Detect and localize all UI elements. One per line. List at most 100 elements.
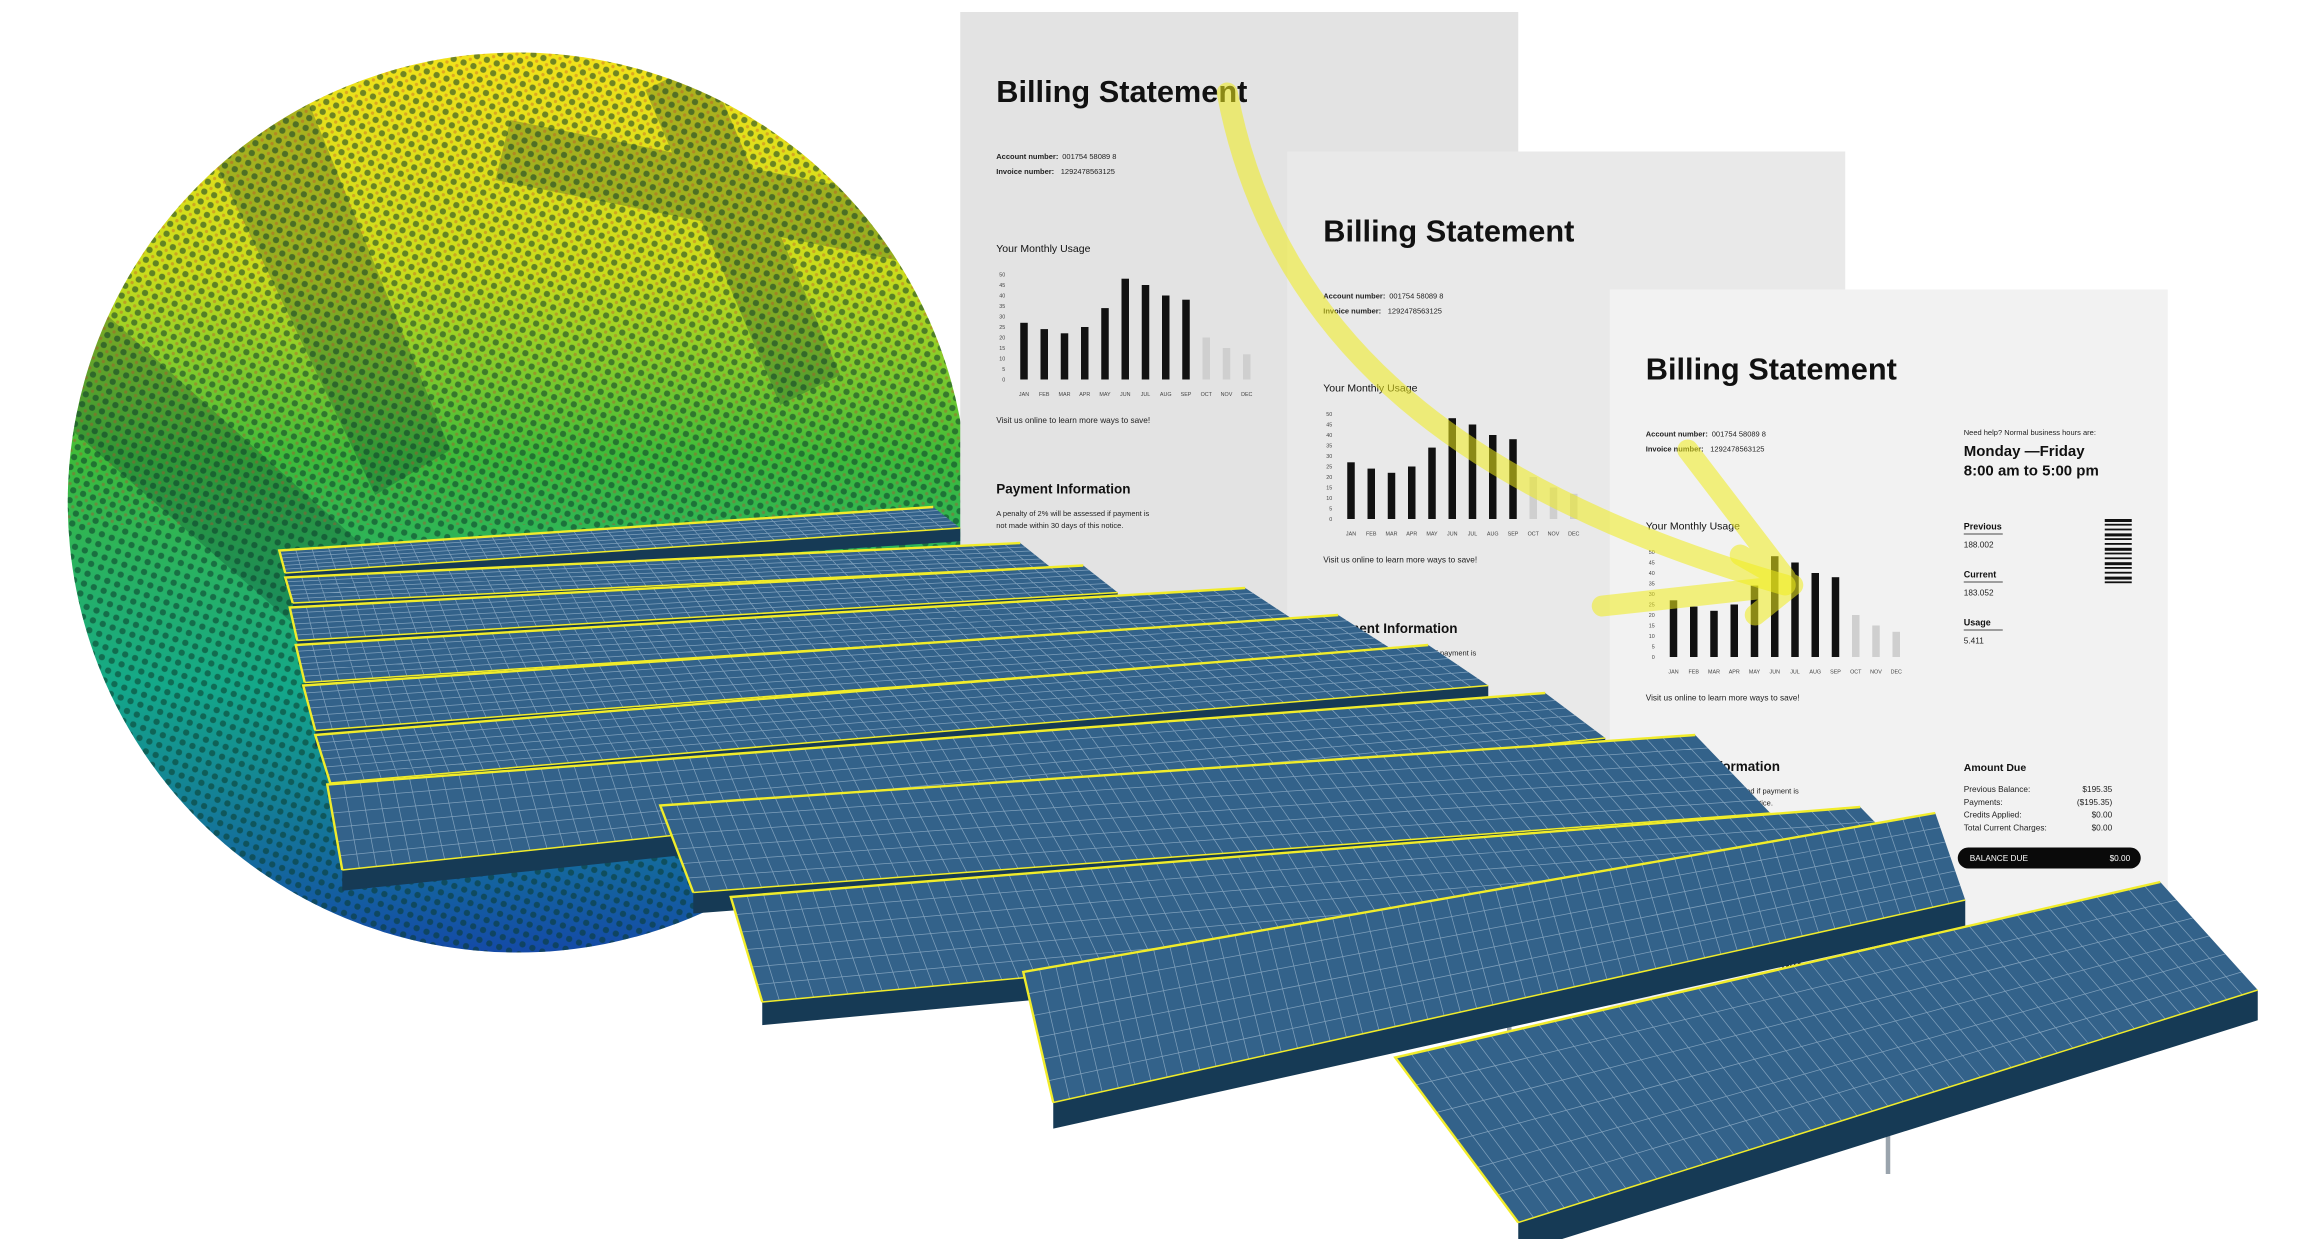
- panel-cells: [286, 543, 1046, 603]
- balance-pill: [1957, 847, 2141, 869]
- month-label: OCT: [1850, 670, 1862, 676]
- barcode: [2104, 543, 2132, 545]
- panel-cells: [280, 507, 956, 572]
- month-label: FEB: [1689, 670, 1700, 676]
- y-tick-label: 10: [1649, 634, 1655, 640]
- month-label: NOV: [1221, 392, 1233, 398]
- usage-bar: [1408, 466, 1416, 519]
- barcode: [2104, 528, 2132, 531]
- panel-cells: [305, 615, 1384, 730]
- usage-title: Your Monthly Usage: [996, 243, 1090, 255]
- panel-edge: [658, 733, 1696, 893]
- payment-line: A penalty of 2% will be assessed if paym…: [996, 509, 1149, 518]
- month-label: MAR: [1059, 392, 1071, 398]
- usage-bar: [1872, 625, 1880, 657]
- usage-note: Visit us online to learn more ways to sa…: [1323, 556, 1477, 565]
- account-label: Account number:: [1323, 292, 1385, 301]
- amount-label: Payments:: [1964, 798, 2003, 807]
- y-tick-label: 10: [999, 356, 1005, 362]
- usage-bar: [1202, 337, 1210, 380]
- month-label: MAY: [1749, 670, 1761, 676]
- panel-cells: [297, 588, 1286, 682]
- barcode: [2104, 523, 2132, 526]
- invoice-number: 1292478563125: [1388, 307, 1442, 316]
- month-label: JUL: [1141, 392, 1151, 398]
- y-tick-label: 20: [1649, 613, 1655, 619]
- solar-panel: [1021, 811, 1966, 1129]
- month-label: SEP: [1181, 392, 1192, 398]
- barcode: [2104, 576, 2132, 580]
- y-tick-label: 10: [1326, 496, 1332, 502]
- amount-label: Previous Balance:: [1964, 785, 2031, 794]
- month-label: DEC: [1568, 532, 1579, 538]
- panel-edge: [1053, 899, 1966, 1104]
- month-label: MAR: [1386, 532, 1398, 538]
- panel-face: [285, 543, 1051, 603]
- panel-edge: [301, 613, 1339, 731]
- y-tick-label: 25: [1326, 464, 1332, 470]
- statement-title: Billing Statement: [1323, 214, 1574, 249]
- usage-bar: [1020, 322, 1028, 380]
- panel-edge: [294, 586, 1246, 683]
- y-tick-label: 45: [1649, 560, 1655, 566]
- y-tick-label: 50: [1326, 412, 1332, 418]
- y-tick-label: 50: [999, 272, 1005, 278]
- y-tick-label: 45: [999, 283, 1005, 289]
- panel-cells: [665, 735, 1758, 892]
- help-days: Monday —Friday: [1964, 443, 2086, 460]
- usage-bar: [1182, 299, 1190, 380]
- y-tick-label: 30: [1326, 454, 1332, 460]
- barcode: [2104, 571, 2132, 574]
- panel-edge: [285, 527, 961, 574]
- meter-value: 188.002: [1964, 541, 1994, 550]
- month-label: FEB: [1039, 392, 1050, 398]
- usage-bar: [1892, 631, 1900, 657]
- barcode: [2104, 533, 2132, 537]
- usage-bar: [1529, 477, 1537, 519]
- account-label: Account number:: [1646, 430, 1708, 439]
- y-tick-label: 40: [1649, 571, 1655, 577]
- month-label: JUL: [1468, 532, 1478, 538]
- halftone-circle: [67, 52, 968, 953]
- balance-value: $0.00: [2110, 854, 2131, 863]
- account-number: 001754 58089 8: [1712, 430, 1766, 439]
- y-tick-label: 50: [1649, 550, 1655, 556]
- panel-edge: [330, 684, 1489, 784]
- month-label: JUL: [1790, 670, 1800, 676]
- panel-edge: [325, 691, 1546, 871]
- barcode: [2104, 547, 2132, 551]
- amount-value: ($195.35): [2077, 798, 2113, 807]
- y-tick-label: 5: [1329, 506, 1332, 512]
- invoice-label: Invoice number:: [1646, 445, 1704, 454]
- usage-bar: [1669, 600, 1678, 657]
- payment-title: Payment Information: [996, 482, 1130, 497]
- amount-label: Total Current Charges:: [1964, 823, 2047, 832]
- month-label: APR: [1729, 670, 1740, 676]
- usage-bar: [1121, 278, 1129, 380]
- meter-label: Current: [1964, 570, 1997, 580]
- barcode: [2104, 557, 2132, 560]
- y-tick-label: 35: [1326, 443, 1332, 449]
- panel-cells: [329, 693, 1596, 869]
- amount-label: Credits Applied:: [1964, 811, 2022, 820]
- usage-bar: [1811, 573, 1819, 657]
- month-label: AUG: [1487, 532, 1499, 538]
- panel-cells: [1410, 885, 2243, 1218]
- y-tick-label: 15: [1326, 485, 1332, 491]
- invoice-label: Invoice number:: [1323, 307, 1381, 316]
- invoice-number: 1292478563125: [1061, 167, 1115, 176]
- usage-bar: [1489, 435, 1497, 519]
- month-label: APR: [1079, 392, 1090, 398]
- usage-title: Your Monthly Usage: [1646, 521, 1740, 533]
- panel-edge: [313, 643, 1429, 784]
- panel-edge: [277, 505, 934, 574]
- usage-bar: [1690, 606, 1698, 657]
- y-tick-label: 5: [1652, 644, 1655, 650]
- month-label: FEB: [1366, 532, 1377, 538]
- month-label: DEC: [1891, 670, 1902, 676]
- usage-bar: [1791, 562, 1799, 657]
- usage-bar: [1730, 604, 1738, 657]
- invoice-label: Invoice number:: [996, 167, 1054, 176]
- usage-bar: [1468, 424, 1477, 519]
